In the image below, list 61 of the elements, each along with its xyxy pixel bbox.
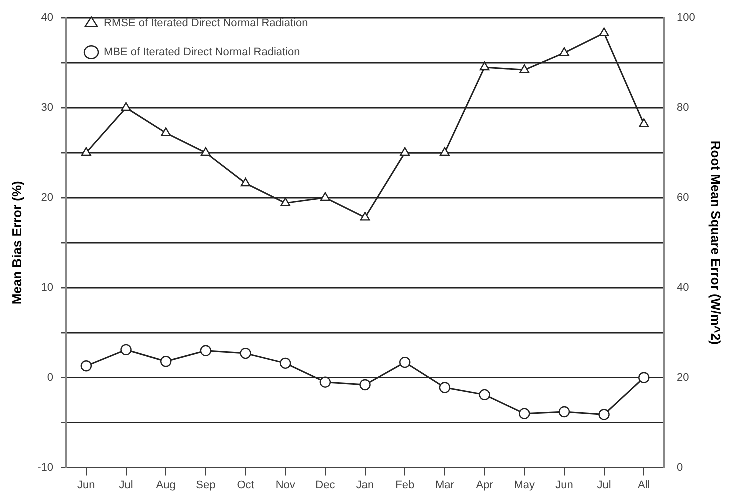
y2-axis-title: Root Mean Square Error (W/m^2): [708, 140, 724, 345]
x-tick-label: Jan: [356, 479, 374, 492]
legend-label: RMSE of Iterated Direct Normal Radiation: [104, 18, 308, 30]
y2-tick-label: 20: [677, 372, 690, 384]
point: [480, 62, 490, 71]
x-tick-label: Jun: [78, 479, 96, 492]
point: [440, 147, 450, 156]
point: [200, 345, 212, 356]
x-tick-label: Oct: [237, 479, 254, 492]
point: [240, 178, 251, 187]
x-tick-label: Jul: [119, 479, 134, 492]
y2-tick-label: 60: [677, 192, 690, 204]
point: [160, 356, 172, 368]
y-tick-label: 30: [41, 102, 54, 114]
x-tick-label: Dec: [316, 479, 336, 492]
x-tick-label: Mar: [435, 479, 455, 492]
y2-tick-label: 80: [677, 102, 690, 114]
point: [639, 118, 650, 128]
y-tick-label: -10: [38, 462, 54, 474]
y-tick-label: 10: [41, 282, 54, 294]
y2-tick-label: 0: [677, 462, 684, 474]
y-tick-label: 20: [41, 192, 54, 204]
point: [519, 408, 530, 420]
point: [560, 47, 570, 56]
point: [200, 147, 211, 156]
y2-tick-label: 40: [677, 282, 690, 294]
x-tick-label: May: [514, 479, 536, 492]
x-tick-label: Apr: [476, 479, 494, 492]
point: [121, 102, 132, 112]
point: [280, 198, 291, 206]
point: [598, 409, 610, 420]
point: [520, 64, 530, 74]
x-tick-label: Jun: [556, 479, 574, 492]
point: [81, 147, 92, 156]
x-tick-label: Aug: [156, 479, 176, 492]
point: [320, 376, 332, 388]
point: [360, 212, 370, 221]
x-tick-label: Sep: [196, 479, 216, 492]
point: [400, 356, 411, 368]
x-tick-label: Feb: [396, 479, 415, 492]
x-tick-label: Nov: [276, 479, 296, 492]
point: [280, 358, 292, 370]
point: [479, 389, 490, 401]
x-tick-label: Jul: [597, 479, 612, 492]
y2-tick-label: 100: [677, 12, 696, 24]
x-tick-label: All: [638, 479, 650, 492]
y-tick-label: 40: [41, 12, 54, 24]
point: [120, 344, 132, 356]
point: [360, 379, 371, 391]
y-axis-title: Mean Bias Error (%): [9, 181, 24, 305]
point: [240, 348, 252, 360]
point: [320, 192, 330, 202]
legend-label: MBE of Iterated Direct Normal Radiation: [104, 46, 300, 59]
point: [638, 372, 650, 384]
point: [439, 382, 451, 394]
y-tick-label: 0: [47, 372, 54, 384]
point: [599, 28, 610, 36]
point: [400, 147, 410, 156]
point: [558, 406, 570, 418]
point: [161, 128, 172, 136]
point: [80, 360, 92, 372]
